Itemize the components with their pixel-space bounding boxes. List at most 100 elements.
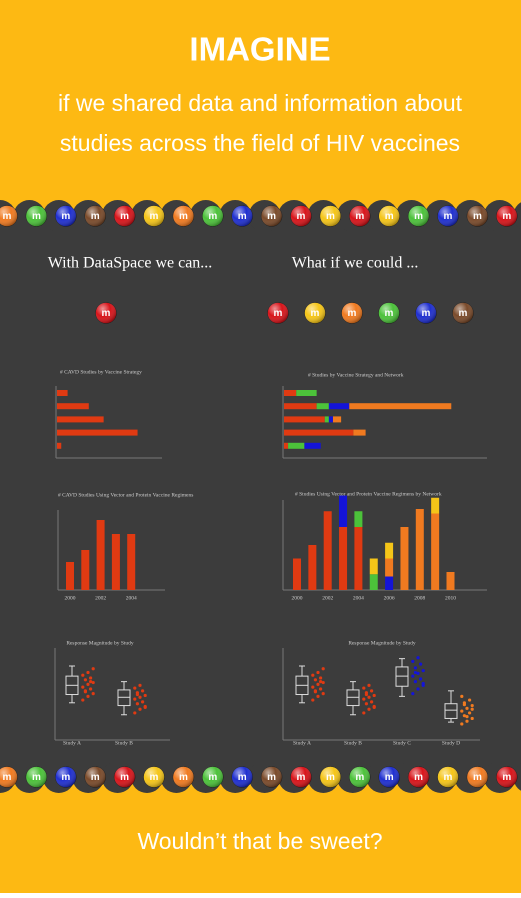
chart-title: Response Magnitude by Study	[348, 640, 416, 646]
point	[362, 711, 366, 715]
point	[89, 676, 93, 680]
candy-shine	[496, 205, 518, 227]
point	[311, 698, 315, 702]
point	[372, 705, 376, 710]
bar	[308, 545, 317, 590]
chart-title: Response Magnitude by Study	[66, 640, 134, 646]
candy-shine	[452, 302, 474, 324]
point	[91, 667, 95, 671]
candy-logo: m	[238, 772, 247, 783]
candy-shine	[25, 766, 47, 788]
point	[364, 702, 368, 706]
bar	[446, 572, 455, 590]
point	[311, 685, 315, 689]
bar	[328, 403, 350, 410]
point	[81, 673, 85, 677]
candy-shine	[437, 766, 459, 788]
point	[468, 698, 472, 702]
candy-shine	[114, 205, 136, 227]
heading: What if we could ...	[292, 255, 419, 272]
candy-shine	[304, 302, 326, 324]
candy-logo: m	[355, 772, 364, 783]
candy-shine	[466, 205, 488, 227]
candy-logo: m	[179, 211, 188, 222]
candy-shine	[378, 302, 400, 324]
candy-shine	[0, 205, 18, 227]
candy-logo: m	[238, 211, 247, 222]
point	[370, 689, 374, 693]
x-tick-label: 2004	[126, 595, 137, 601]
point	[421, 681, 425, 686]
title: IMAGINE	[189, 31, 330, 68]
bar	[339, 527, 348, 590]
point	[138, 695, 142, 699]
point	[372, 693, 376, 698]
candy-shine	[84, 766, 106, 788]
category-label: Study A	[63, 740, 81, 746]
candy-shine	[55, 766, 77, 788]
point	[316, 682, 320, 687]
point	[367, 695, 371, 699]
x-tick-label: 2006	[384, 595, 395, 601]
candy-shine	[290, 766, 312, 788]
point	[138, 683, 142, 687]
bar	[57, 403, 89, 410]
point	[470, 703, 474, 708]
chart-title: # Studies Using Vector and Protein Vacci…	[295, 491, 442, 497]
candy-logo: m	[61, 772, 70, 783]
candy-shine	[267, 302, 289, 324]
point	[81, 698, 85, 702]
candy-shine	[319, 205, 341, 227]
candy-shine	[172, 766, 194, 788]
x-tick-label: 2004	[353, 595, 364, 601]
bar	[354, 527, 363, 590]
x-tick-label: 2008	[414, 595, 425, 601]
point	[321, 667, 325, 671]
point	[460, 709, 464, 713]
candy-logo: m	[102, 308, 111, 319]
candy-shine	[172, 205, 194, 227]
point	[413, 666, 417, 670]
point	[319, 676, 323, 680]
bar	[431, 497, 440, 514]
bar	[127, 534, 136, 590]
point	[316, 670, 320, 675]
bar	[111, 534, 120, 590]
bar	[349, 403, 452, 410]
bar	[328, 416, 333, 423]
point	[411, 674, 415, 678]
candy-logo: m	[473, 211, 482, 222]
candy-logo: m	[3, 211, 12, 222]
bar	[284, 390, 297, 396]
point	[419, 677, 423, 681]
point	[91, 680, 95, 685]
point	[470, 716, 474, 721]
candy-logo: m	[385, 772, 394, 783]
candy-logo: m	[3, 772, 12, 783]
candy-shine	[378, 766, 400, 788]
heading: With DataSpace we can...	[48, 255, 213, 272]
candy-logo: m	[326, 772, 335, 783]
point	[143, 693, 147, 698]
point	[141, 700, 145, 704]
point	[83, 690, 87, 694]
bar	[66, 562, 74, 590]
bar	[385, 542, 394, 559]
footer: Wouldn’t that be sweet?	[137, 828, 382, 854]
candy-shine	[231, 766, 253, 788]
point	[311, 673, 315, 677]
candy-logo: m	[91, 211, 100, 222]
candy-logo: m	[120, 211, 129, 222]
point	[460, 694, 464, 698]
candy-logo: m	[355, 211, 364, 222]
x-tick-label: 2010	[445, 595, 456, 601]
bar	[284, 429, 354, 436]
point	[319, 687, 323, 691]
candy-logo: m	[414, 772, 423, 783]
bar	[323, 511, 332, 590]
candy-shine	[261, 766, 283, 788]
candy-logo: m	[179, 772, 188, 783]
bar	[354, 511, 363, 527]
candy-logo: m	[208, 772, 217, 783]
x-tick-label: 2000	[65, 595, 76, 601]
